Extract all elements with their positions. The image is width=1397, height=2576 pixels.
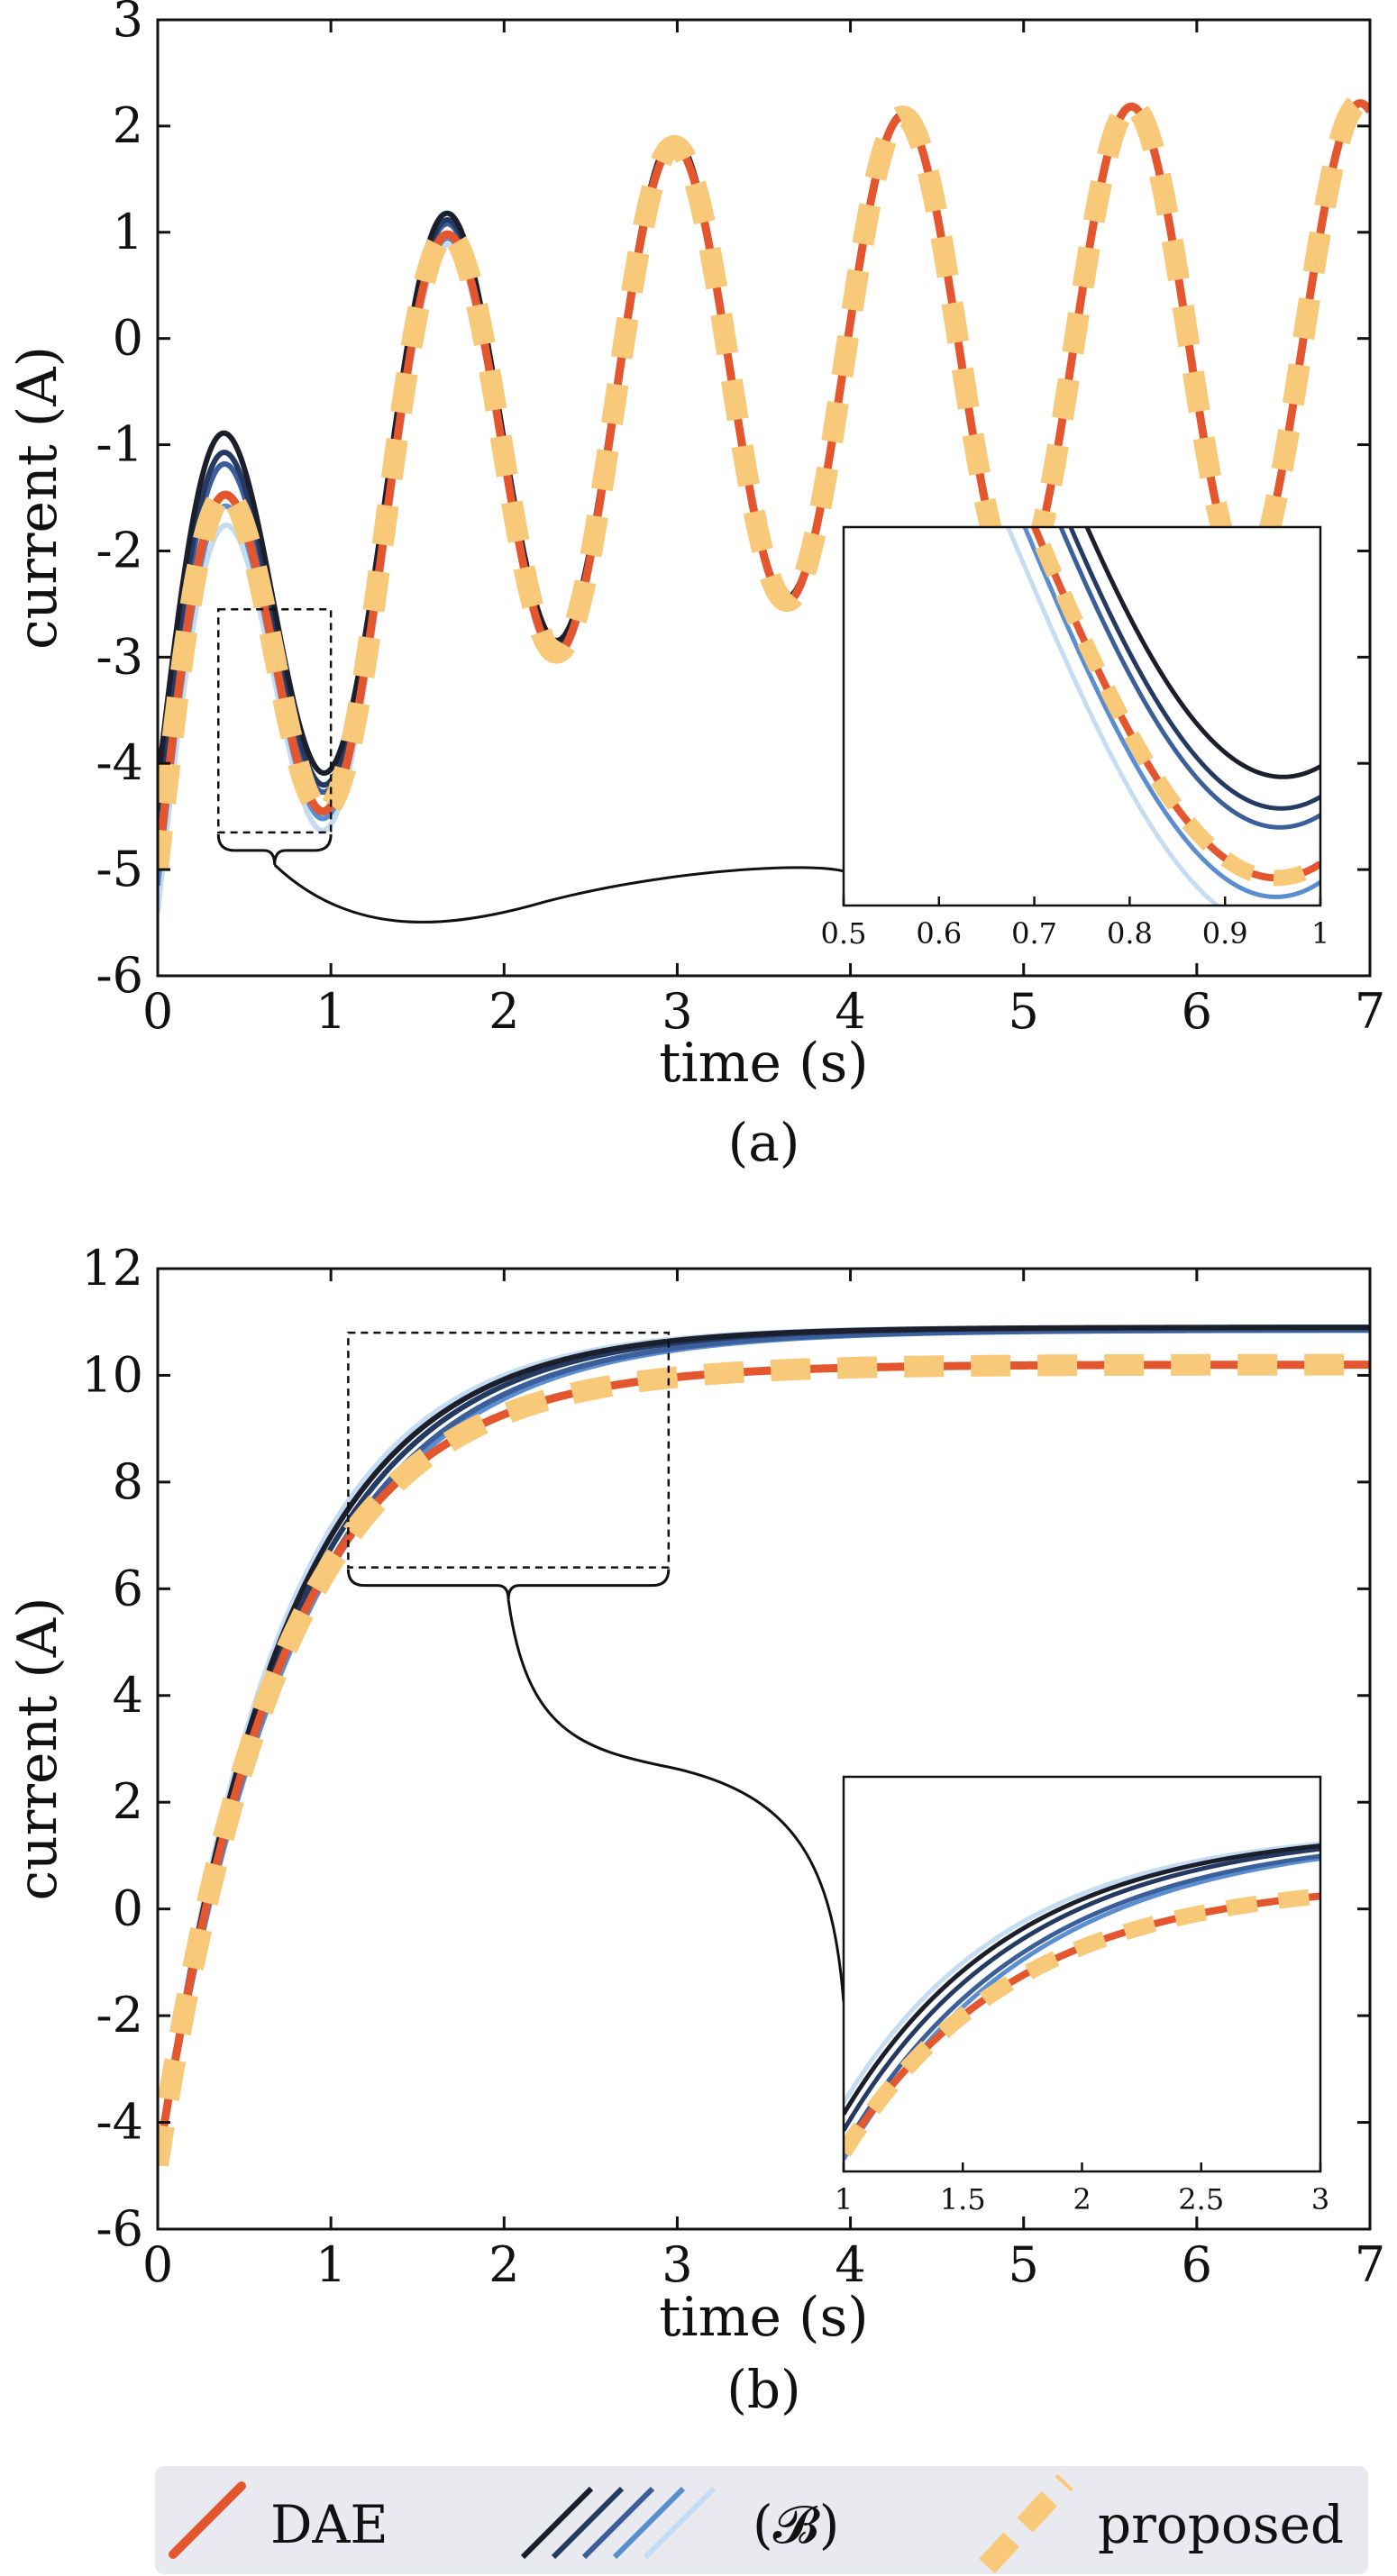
inset-x-tick-label: 1.5 <box>940 2182 986 2216</box>
legend-b-swatch-4 <box>612 2486 686 2560</box>
y-tick-label: 6 <box>113 1560 143 1616</box>
zoom-connector-b <box>507 1599 845 2003</box>
series-line-a-b2 <box>1068 527 1320 811</box>
legend-proposed-swatch <box>979 2473 1073 2574</box>
series-line-a-dae <box>158 99 1370 870</box>
x-tick-label: 1 <box>315 2236 346 2293</box>
y-axis-label: current (A) <box>6 1597 69 1900</box>
inset-frame-a <box>842 525 1322 907</box>
legend-b-swatch-3 <box>581 2486 655 2560</box>
series-line-a-b3 <box>1058 527 1320 830</box>
series-line-b-b1 <box>158 1324 1370 2166</box>
x-axis-label: time (s) <box>659 2286 868 2349</box>
y-tick-label: 1 <box>113 204 143 260</box>
x-tick-label: 2 <box>488 2236 519 2293</box>
series-line-b-proposed <box>158 1353 1370 2167</box>
legend-box <box>155 2466 1368 2574</box>
x-tick-label: 6 <box>1182 2236 1212 2293</box>
x-tick-label: 5 <box>1009 2236 1039 2293</box>
legend-dae-swatch <box>169 2481 246 2559</box>
inset-x-tick-label: 0.7 <box>1011 916 1057 951</box>
series-line-b-b3 <box>844 1853 1320 2151</box>
x-tick-label: 0 <box>142 2236 173 2293</box>
inset-x-tick-label: 1 <box>835 2182 853 2216</box>
x-tick-label: 7 <box>1355 2236 1385 2293</box>
y-tick-label: -2 <box>96 1987 143 2044</box>
x-tick-label: 0 <box>142 983 173 1040</box>
plot-frame-b <box>156 1267 1372 2231</box>
y-tick-label: -6 <box>96 2200 143 2257</box>
x-tick-label: 5 <box>1009 983 1039 1040</box>
x-axis-label: time (s) <box>659 1032 868 1095</box>
y-tick-label: -4 <box>96 2094 143 2151</box>
y-tick-label: 3 <box>113 0 143 48</box>
inset-x-tick-label: 1 <box>1311 916 1329 951</box>
y-tick-label: -2 <box>96 522 143 578</box>
y-tick-label: -5 <box>96 841 143 897</box>
series-line-b-b1 <box>844 1843 1320 2116</box>
y-tick-label: 0 <box>113 310 143 367</box>
series-line-b-proposed <box>844 1888 1320 2157</box>
legend-b-label: (𝓑) <box>753 2494 839 2555</box>
y-tick-label: 12 <box>81 1240 143 1297</box>
x-tick-label: 4 <box>835 2236 865 2293</box>
zoom-region-box-a <box>217 608 333 834</box>
series-line-a-b4 <box>1022 527 1320 899</box>
legend-proposed-label: proposed <box>1098 2494 1344 2555</box>
x-tick-label: 7 <box>1355 983 1385 1040</box>
legend-b-swatch-2 <box>551 2486 625 2560</box>
inset-x-tick-label: 0.9 <box>1202 916 1248 951</box>
inset-x-tick-label: 0.8 <box>1107 916 1153 951</box>
legend-dae-label: DAE <box>270 2494 388 2555</box>
inset-x-tick-label: 3 <box>1311 2182 1329 2216</box>
y-tick-label: -1 <box>96 416 143 473</box>
panel-caption: (a) <box>728 1112 800 1173</box>
series-line-b-b5 <box>844 1841 1320 2105</box>
series-line-a-b5 <box>1005 527 1221 906</box>
zoom-connector-a <box>273 863 856 924</box>
y-tick-label: 8 <box>113 1453 143 1510</box>
y-axis-label: current (A) <box>6 346 69 650</box>
y-tick-label: 0 <box>113 1880 143 1937</box>
series-line-a-proposed <box>1026 527 1320 887</box>
inset-x-tick-label: 0.5 <box>821 916 867 951</box>
x-tick-label: 3 <box>662 2236 692 2293</box>
inset-x-tick-label: 2 <box>1073 2182 1091 2216</box>
x-tick-label: 4 <box>835 983 865 1040</box>
legend: DAE (𝓑) proposed <box>155 2466 1368 2574</box>
zoom-brace-a <box>216 833 333 865</box>
inset-bg-a <box>844 527 1320 906</box>
panel-caption: (b) <box>726 2359 800 2420</box>
y-tick-label: 2 <box>113 1773 143 1830</box>
x-tick-label: 6 <box>1182 983 1212 1040</box>
zoom-brace-b <box>346 1569 671 1600</box>
plot-frame-a <box>156 18 1372 978</box>
inset-x-tick-label: 0.6 <box>916 916 962 951</box>
x-tick-label: 1 <box>315 983 346 1040</box>
y-tick-label: -3 <box>96 628 143 685</box>
series-line-b-b2 <box>844 1846 1320 2132</box>
legend-b-swatch-5 <box>643 2486 717 2560</box>
inset-bg-b <box>844 1777 1320 2171</box>
y-tick-label: 4 <box>113 1667 143 1724</box>
x-tick-label: 3 <box>662 983 692 1040</box>
series-line-a-b1 <box>1084 527 1320 779</box>
inset-x-tick-label: 2.5 <box>1178 2182 1224 2216</box>
y-tick-label: -4 <box>96 734 143 791</box>
legend-b-swatch-1 <box>520 2486 594 2560</box>
x-tick-label: 2 <box>488 983 519 1040</box>
y-tick-label: 2 <box>113 97 143 154</box>
y-tick-label: 10 <box>81 1346 143 1403</box>
y-tick-label: -6 <box>96 947 143 1004</box>
